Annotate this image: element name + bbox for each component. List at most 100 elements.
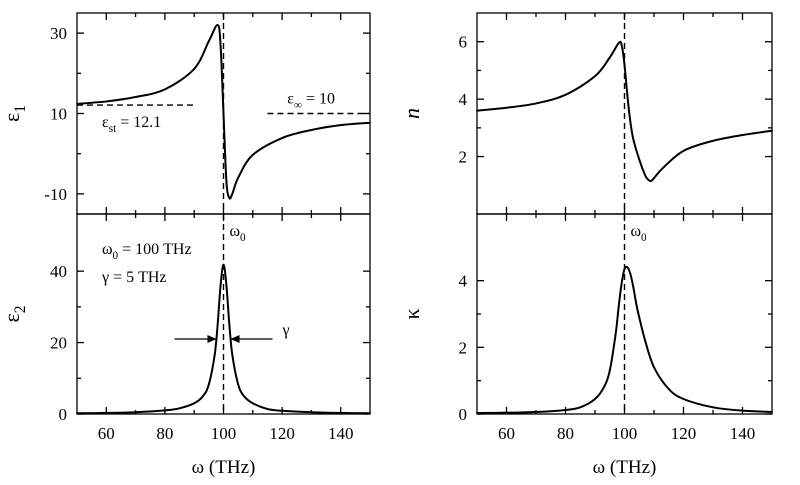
reference-line-label: ε∞ = 10: [287, 91, 335, 112]
y-tick-label: 2: [459, 338, 468, 357]
data-point: [535, 102, 537, 105]
data-point: [476, 109, 478, 112]
resonance-label: ω0: [230, 223, 247, 244]
data-point: [281, 137, 283, 139]
data-point: [653, 177, 655, 180]
data-point: [134, 411, 137, 414]
x-tick-label: 60: [98, 424, 115, 443]
data-point: [219, 44, 222, 47]
data-point: [644, 339, 647, 342]
data-point: [222, 112, 225, 115]
data-point: [164, 409, 166, 412]
data-point: [771, 411, 773, 413]
x-tick-label: 60: [498, 424, 515, 443]
data-point: [535, 411, 537, 413]
data-point: [207, 40, 210, 43]
data-point: [237, 383, 240, 386]
data-point: [594, 398, 596, 400]
data-point: [505, 411, 508, 414]
data-point: [202, 395, 204, 398]
y-tick-label: 30: [50, 24, 67, 43]
y-tick-label: 10: [50, 105, 67, 124]
data-point: [193, 67, 196, 70]
data-point: [243, 395, 245, 398]
data-point: [617, 306, 620, 309]
x-tick-label: 120: [671, 424, 697, 443]
y-tick-label: 2: [459, 148, 468, 167]
data-point: [594, 75, 596, 78]
y-tick-label: 4: [459, 90, 468, 109]
data-point: [623, 268, 626, 270]
data-point: [310, 411, 313, 414]
data-point: [650, 180, 652, 182]
data-point: [76, 412, 78, 415]
y-tick-label: -10: [44, 185, 67, 204]
data-point: [629, 121, 632, 124]
data-point: [251, 154, 254, 156]
arrowhead-left: [207, 335, 217, 343]
data-point: [134, 96, 137, 98]
data-point: [741, 409, 744, 412]
data-point: [369, 412, 371, 415]
parameter-label: ω0 = 100 THz: [102, 241, 192, 262]
data-point: [225, 180, 228, 183]
data-point: [712, 406, 714, 409]
data-point: [228, 323, 231, 326]
data-point: [339, 412, 342, 414]
data-point: [237, 176, 240, 179]
y-axis-label: ε1: [0, 105, 29, 122]
data-point: [505, 106, 508, 109]
y-axis-label: ε2: [0, 306, 29, 323]
data-point: [608, 56, 611, 59]
data-point: [216, 24, 219, 26]
data-point: [369, 121, 371, 124]
data-point: [741, 134, 744, 136]
data-point: [653, 366, 655, 369]
x-tick-label: 140: [328, 424, 354, 443]
data-point: [638, 316, 641, 319]
data-point: [231, 353, 234, 356]
data-point: [339, 124, 342, 127]
data-point: [219, 284, 222, 287]
data-point: [614, 333, 617, 335]
data-point: [310, 129, 313, 131]
data-point: [638, 158, 641, 161]
data-point: [617, 42, 620, 45]
data-point: [682, 149, 685, 152]
panel-epsilon2: 60 80 100 120 140 0 20 40 ε2 ω (THz) ω0 ω0 = 100 TH…: [0, 213, 371, 478]
reference-line-label: εst = 12.1: [102, 114, 161, 135]
data-point: [105, 412, 108, 414]
data-point: [623, 63, 626, 66]
data-point: [620, 283, 623, 285]
data-point: [281, 409, 283, 412]
resonance-label: ω0: [631, 223, 648, 244]
x-tick-label: 120: [269, 424, 295, 443]
y-tick-label: 40: [50, 262, 67, 281]
data-point: [76, 102, 78, 105]
data-point: [632, 138, 635, 141]
data-point: [712, 139, 714, 142]
y-tick-label: 6: [459, 33, 468, 52]
x-tick-label: 80: [156, 424, 173, 443]
y-tick-label: 0: [59, 405, 68, 424]
data-point: [602, 386, 605, 389]
data-point: [193, 402, 196, 405]
data-point: [635, 303, 638, 305]
data-point: [626, 266, 629, 269]
x-tick-label: 100: [211, 424, 237, 443]
y-tick-label: 4: [459, 272, 468, 291]
data-point: [178, 407, 181, 410]
data-point: [231, 193, 234, 195]
data-point: [661, 167, 664, 169]
data-point: [228, 197, 231, 199]
data-point: [225, 284, 228, 287]
data-point: [564, 93, 567, 96]
data-point: [222, 263, 225, 266]
data-point: [608, 369, 611, 372]
data-point: [579, 406, 582, 409]
data-point: [216, 323, 219, 326]
y-tick-label: 20: [50, 334, 67, 353]
data-point: [644, 174, 647, 177]
data-point: [251, 402, 254, 405]
data-point: [620, 43, 623, 46]
